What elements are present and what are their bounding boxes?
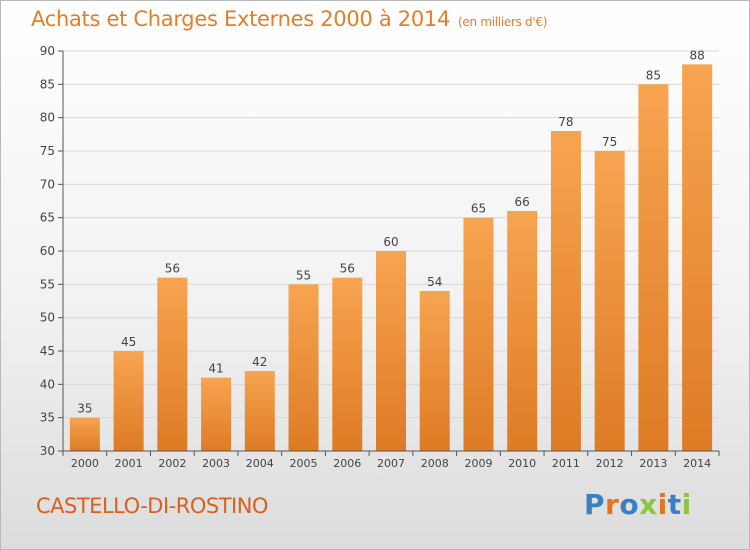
x-tick-label-2009: 2009 — [464, 457, 492, 470]
proxiti-logo-letter: P — [584, 488, 606, 521]
y-tick-label: 55 — [40, 277, 55, 291]
value-label-2014: 88 — [689, 48, 704, 62]
bar-2009 — [463, 217, 494, 451]
proxiti-logo: Proxiti — [584, 488, 692, 521]
value-label-2001: 45 — [121, 335, 136, 349]
bar-2002 — [157, 277, 188, 451]
value-label-2002: 56 — [165, 262, 180, 276]
value-label-2007: 60 — [383, 235, 398, 249]
x-tick-label-2004: 2004 — [246, 457, 274, 470]
x-tick-label-2007: 2007 — [377, 457, 405, 470]
x-tick-label-2013: 2013 — [639, 457, 667, 470]
value-label-2000: 35 — [77, 402, 92, 416]
x-tick-label-2005: 2005 — [290, 457, 318, 470]
y-tick-label: 60 — [40, 244, 55, 258]
x-tick-label-2011: 2011 — [552, 457, 580, 470]
bar-2014 — [682, 64, 713, 452]
bar-2011 — [550, 131, 581, 451]
proxiti-logo-letter: t — [667, 488, 682, 521]
y-tick-label: 30 — [40, 444, 55, 458]
y-tick-label: 50 — [40, 311, 55, 325]
bar-2001 — [113, 351, 144, 451]
x-tick-label-2006: 2006 — [333, 457, 361, 470]
x-tick-label-2000: 2000 — [71, 457, 99, 470]
x-tick-label-2010: 2010 — [508, 457, 536, 470]
value-label-2006: 56 — [340, 262, 355, 276]
y-tick-label: 90 — [40, 44, 55, 58]
value-label-2005: 55 — [296, 268, 311, 282]
x-tick-label-2002: 2002 — [158, 457, 186, 470]
value-label-2003: 41 — [208, 362, 223, 376]
bar-2013 — [638, 84, 669, 451]
y-tick-label: 45 — [40, 344, 55, 358]
chart-title-text: Achats et Charges Externes 2000 à 2014 — [31, 7, 451, 31]
proxiti-logo-letter: o — [619, 488, 640, 521]
y-tick-label: 65 — [40, 211, 55, 225]
y-tick-label: 70 — [40, 177, 55, 191]
value-label-2010: 66 — [515, 195, 530, 209]
x-tick-label-2008: 2008 — [421, 457, 449, 470]
bar-2005 — [288, 284, 319, 451]
proxiti-logo-letter: i — [657, 488, 668, 521]
y-tick-label: 40 — [40, 377, 55, 391]
bar-2004 — [244, 371, 275, 451]
bar-2003 — [201, 377, 232, 451]
bar-2010 — [507, 211, 538, 451]
y-tick-label: 75 — [40, 144, 55, 158]
value-label-2004: 42 — [252, 355, 267, 369]
y-tick-label: 35 — [40, 411, 55, 425]
value-label-2008: 54 — [427, 275, 442, 289]
chart-subtitle: (en milliers d'€) — [458, 15, 548, 29]
bar-2006 — [332, 277, 363, 451]
labels: 30 35 40 45 50 55 60 65 70 75 80 85 90 35 2000 45 2001 56… — [40, 44, 711, 470]
value-label-2013: 85 — [646, 68, 661, 82]
value-label-2011: 78 — [558, 115, 573, 129]
chart-title: Achats et Charges Externes 2000 à 2014 (e… — [31, 7, 547, 31]
value-label-2009: 65 — [471, 202, 486, 216]
proxiti-logo-letter: i — [681, 488, 692, 521]
bar-2008 — [419, 291, 450, 451]
bar-2007 — [376, 251, 406, 451]
axes — [58, 50, 720, 456]
value-label-2012: 75 — [602, 135, 617, 149]
bars — [69, 64, 713, 452]
x-tick-label-2003: 2003 — [202, 457, 230, 470]
y-tick-label: 80 — [40, 111, 55, 125]
y-tick-label: 85 — [40, 77, 55, 91]
proxiti-logo-letter: r — [605, 488, 620, 521]
x-tick-label-2001: 2001 — [115, 457, 143, 470]
proxiti-logo-letter: x — [639, 488, 658, 521]
commune-name: CASTELLO-DI-ROSTINO — [36, 494, 268, 518]
x-tick-label-2014: 2014 — [683, 457, 711, 470]
bar-2012 — [594, 151, 625, 451]
bar-2000 — [69, 417, 100, 451]
x-tick-label-2012: 2012 — [596, 457, 624, 470]
